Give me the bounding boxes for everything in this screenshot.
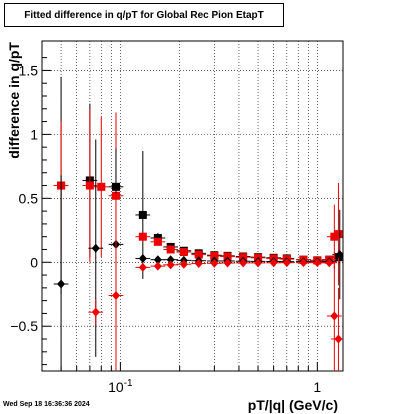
data-point-diamond [299,258,308,268]
data-point-diamond [334,334,343,344]
data-point-diamond [210,258,219,268]
y-tick-label: 1 [30,126,38,142]
data-point-diamond [111,291,120,301]
y-axis-title: difference in q/pT [6,42,22,159]
data-point-square [85,181,94,190]
data-point-diamond [254,258,263,268]
data-point-diamond [313,258,322,268]
data-point-diamond [153,261,162,271]
data-point-square [138,210,147,219]
x-tick-label: 1 [313,379,321,395]
data-point-square [210,251,219,260]
data-point-square [179,248,188,257]
data-point-diamond [239,258,248,268]
plot-frame [41,40,344,372]
x-axis-title: pT/|q| (GeV/c) [248,397,338,413]
data-point-square [166,245,175,254]
y-tick-label: 0 [30,254,38,270]
y-tick-label: 0.5 [19,190,39,206]
data-point-diamond [166,260,175,270]
data-point-square [334,230,343,239]
data-point-diamond [91,307,100,317]
data-point-square [97,182,106,191]
data-layer [53,76,343,371]
data-point-diamond [269,258,278,268]
data-point-diamond [223,258,232,268]
data-point-diamond [335,250,343,260]
data-point-diamond [179,259,188,269]
data-point-diamond [57,279,66,289]
x-tick-label: 10-1 [108,378,133,395]
chart-title: Fitted difference in q/pT for Global Rec… [4,3,284,27]
data-point-diamond [138,262,147,272]
data-point-square [138,232,147,241]
data-point-diamond [282,258,291,268]
data-point-diamond [166,255,175,265]
data-point-diamond [138,253,147,263]
series-2-diamond-black [53,139,343,371]
data-point-square [330,232,339,241]
y-tick-label: −0.5 [10,318,38,334]
data-point-square [153,237,162,246]
data-point-diamond [330,311,339,321]
data-point-diamond [325,258,334,268]
data-point-square [194,250,203,259]
series-3-diamond-red [88,193,343,371]
timestamp: Wed Sep 18 16:36:36 2024 [3,401,90,408]
data-point-diamond [194,259,203,269]
data-point-diamond [91,243,100,253]
y-tick-label: 1.5 [19,62,39,78]
data-point-diamond [153,255,162,265]
